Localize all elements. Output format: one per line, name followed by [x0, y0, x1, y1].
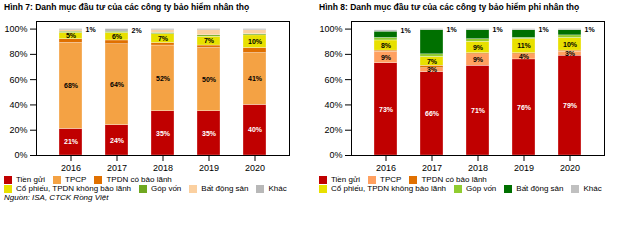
html-text:Khác: Khác [583, 184, 602, 193]
svg-text:4%: 4% [519, 53, 530, 60]
svg-text:40%: 40% [248, 126, 263, 133]
svg-text:6%: 6% [112, 33, 123, 40]
svg-text:2016: 2016 [376, 163, 396, 173]
svg-text:10%: 10% [248, 38, 263, 45]
svg-text:100%: 100% [4, 24, 27, 34]
svg-text:20%: 20% [9, 125, 27, 135]
svg-text:9%: 9% [473, 56, 484, 63]
svg-text:3%: 3% [565, 50, 576, 57]
svg-text:2017: 2017 [422, 163, 442, 173]
svg-text:2017: 2017 [107, 163, 127, 173]
svg-text:5%: 5% [66, 32, 77, 39]
svg-text:100%: 100% [319, 24, 342, 34]
svg-text:11%: 11% [517, 42, 531, 49]
svg-text:7%: 7% [427, 58, 438, 65]
svg-text:0%: 0% [14, 150, 27, 160]
html-text:Cổ phiếu, TPDN không bảo lãnh: Cổ phiếu, TPDN không bảo lãnh [16, 184, 131, 193]
svg-text:20%: 20% [324, 125, 342, 135]
svg-text:8%: 8% [381, 42, 392, 49]
svg-text:80%: 80% [9, 49, 27, 59]
svg-text:7%: 7% [204, 37, 215, 44]
svg-text:35%: 35% [156, 130, 171, 137]
svg-text:10%: 10% [563, 40, 578, 47]
svg-text:60%: 60% [324, 75, 342, 85]
svg-text:9%: 9% [473, 44, 484, 51]
svg-text:21%: 21% [64, 138, 79, 145]
svg-text:66%: 66% [425, 110, 440, 117]
html-text:TPDN có bảo lãnh: TPDN có bảo lãnh [421, 175, 487, 184]
svg-text:1%: 1% [493, 26, 504, 33]
svg-text:2%: 2% [132, 27, 143, 34]
svg-text:3%: 3% [427, 66, 438, 73]
svg-text:1%: 1% [86, 26, 97, 33]
svg-text:40%: 40% [9, 100, 27, 110]
svg-text:2016: 2016 [61, 163, 81, 173]
svg-text:79%: 79% [563, 102, 578, 109]
svg-text:35%: 35% [202, 130, 217, 137]
html-text:Bất động sản: Bất động sản [201, 184, 249, 193]
svg-text:2019: 2019 [514, 163, 534, 173]
svg-text:2020: 2020 [560, 163, 580, 173]
svg-text:64%: 64% [110, 81, 125, 88]
svg-text:71%: 71% [471, 107, 486, 114]
html-text:Tiền gửi: Tiền gửi [16, 175, 46, 184]
svg-text:76%: 76% [517, 104, 532, 111]
html-text:Tiền gửi: Tiền gửi [331, 175, 361, 184]
svg-text:24%: 24% [110, 137, 125, 144]
html-text:Góp vốn: Góp vốn [151, 184, 182, 193]
html-text:TPCP: TPCP [65, 175, 87, 184]
html-text:Hình 8: Danh mục đầu tư của cá: Hình 8: Danh mục đầu tư của các công ty … [319, 2, 580, 12]
html-text:Góp vốn: Góp vốn [466, 184, 497, 193]
html-text:Nguồn: ISA, CTCK Rồng Việt: Nguồn: ISA, CTCK Rồng Việt [4, 193, 109, 202]
svg-text:2018: 2018 [468, 163, 488, 173]
html-text:Bất động sản: Bất động sản [516, 184, 564, 193]
svg-text:9%: 9% [381, 54, 392, 61]
svg-text:68%: 68% [64, 82, 79, 89]
svg-text:1%: 1% [447, 26, 458, 33]
svg-text:1%: 1% [539, 26, 550, 33]
svg-text:52%: 52% [156, 75, 171, 82]
svg-text:80%: 80% [324, 49, 342, 59]
svg-text:41%: 41% [248, 75, 263, 82]
svg-text:60%: 60% [9, 75, 27, 85]
svg-text:7%: 7% [158, 35, 169, 42]
html-text:TPCP: TPCP [380, 175, 402, 184]
svg-text:1%: 1% [585, 26, 596, 33]
html-text:Khác: Khác [268, 184, 287, 193]
svg-text:2019: 2019 [199, 163, 219, 173]
svg-text:2020: 2020 [245, 163, 265, 173]
svg-text:40%: 40% [324, 100, 342, 110]
html-text:Cổ phiếu, TPDN không bảo lãnh: Cổ phiếu, TPDN không bảo lãnh [331, 184, 446, 193]
svg-text:0%: 0% [329, 150, 342, 160]
svg-text:1%: 1% [401, 27, 412, 34]
svg-text:73%: 73% [379, 106, 394, 113]
html-text:TPDN có bảo lãnh: TPDN có bảo lãnh [106, 175, 172, 184]
svg-text:2018: 2018 [153, 163, 173, 173]
svg-text:50%: 50% [202, 76, 217, 83]
html-text:Hình 7: Danh mục đầu tư của cá: Hình 7: Danh mục đầu tư của các công ty … [4, 2, 250, 12]
